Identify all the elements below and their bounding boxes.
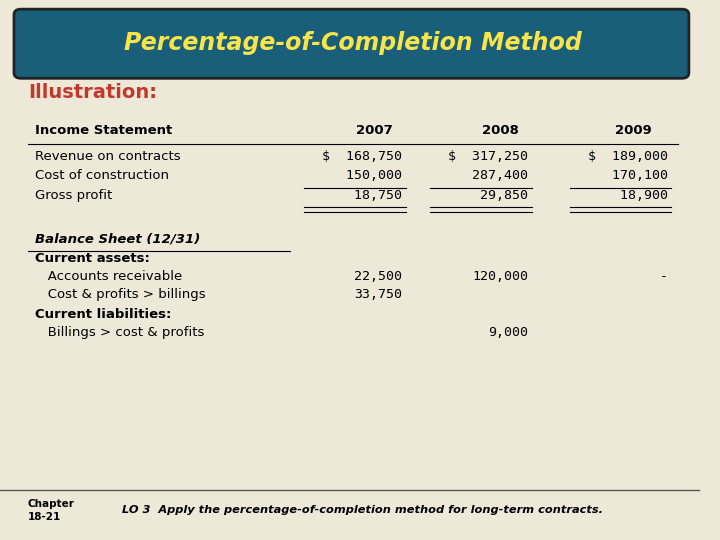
Text: Revenue on contracts: Revenue on contracts <box>35 150 181 163</box>
Text: 170,100: 170,100 <box>588 169 668 182</box>
Text: -: - <box>660 270 668 283</box>
Text: 120,000: 120,000 <box>472 270 528 283</box>
Text: Gross profit: Gross profit <box>35 189 112 202</box>
Text: $  189,000: $ 189,000 <box>588 150 668 163</box>
Text: 18,900: 18,900 <box>588 189 668 202</box>
Text: Illustration:: Illustration: <box>28 83 157 103</box>
Text: Balance Sheet (12/31): Balance Sheet (12/31) <box>35 232 200 245</box>
Text: Income Statement: Income Statement <box>35 124 172 137</box>
Text: 9,000: 9,000 <box>488 326 528 339</box>
Text: Percentage-of-Completion Method: Percentage-of-Completion Method <box>125 31 582 55</box>
Text: Accounts receivable: Accounts receivable <box>35 270 182 283</box>
Text: 18,750: 18,750 <box>322 189 402 202</box>
Text: Current assets:: Current assets: <box>35 252 150 265</box>
Text: 22,500: 22,500 <box>354 270 402 283</box>
Text: 2009: 2009 <box>615 124 652 137</box>
Text: 150,000: 150,000 <box>322 169 402 182</box>
Text: Cost & profits > billings: Cost & profits > billings <box>35 288 206 301</box>
Text: Current liabilities:: Current liabilities: <box>35 308 171 321</box>
Text: 2007: 2007 <box>356 124 392 137</box>
Text: 2008: 2008 <box>482 124 518 137</box>
Text: Chapter
18-21: Chapter 18-21 <box>28 499 75 522</box>
Text: 29,850: 29,850 <box>448 189 528 202</box>
Text: Cost of construction: Cost of construction <box>35 169 169 182</box>
Text: 287,400: 287,400 <box>448 169 528 182</box>
FancyBboxPatch shape <box>14 9 689 78</box>
Text: Billings > cost & profits: Billings > cost & profits <box>35 326 204 339</box>
Text: $  168,750: $ 168,750 <box>322 150 402 163</box>
Text: LO 3  Apply the percentage-of-completion method for long-term contracts.: LO 3 Apply the percentage-of-completion … <box>122 505 603 515</box>
Text: $  317,250: $ 317,250 <box>448 150 528 163</box>
Text: 33,750: 33,750 <box>354 288 402 301</box>
